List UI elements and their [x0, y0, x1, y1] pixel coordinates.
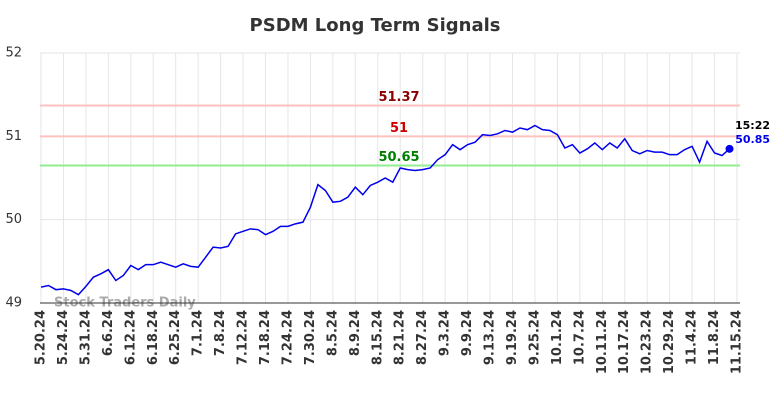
y-tick-label: 52	[5, 46, 22, 61]
chart-title: PSDM Long Term Signals	[250, 15, 501, 36]
x-tick-label: 5.24.24	[56, 310, 71, 365]
x-tick-label: 5.31.24	[78, 310, 93, 365]
x-tick-label: 8.21.24	[393, 310, 408, 365]
x-tick-label: 5.20.24	[34, 310, 49, 365]
x-tick-label: 8.15.24	[370, 310, 385, 365]
x-tick-label: 11.4.24	[685, 310, 700, 365]
x-tick-label: 10.23.24	[640, 310, 655, 374]
x-tick-label: 10.29.24	[662, 310, 677, 374]
x-tick-label: 7.1.24	[191, 310, 206, 356]
y-tick-label: 49	[5, 296, 22, 311]
x-tick-label: 7.18.24	[258, 310, 273, 365]
last-time-label: 15:22	[735, 119, 770, 132]
x-tick-label: 10.7.24	[572, 310, 587, 365]
signal-label: 51.37	[378, 90, 419, 105]
last-value-label: 50.85	[735, 133, 770, 146]
x-tick-label: 6.12.24	[123, 310, 138, 365]
y-tick-label: 51	[5, 129, 22, 144]
x-tick-label: 8.5.24	[325, 310, 340, 356]
signal-label: 50.65	[378, 150, 419, 165]
signal-label: 51	[390, 121, 408, 136]
price-line	[40, 124, 731, 296]
x-tick-label: 7.12.24	[236, 310, 251, 365]
x-tick-label: 9.13.24	[483, 310, 498, 365]
x-tick-label: 11.15.24	[730, 310, 745, 374]
x-tick-label: 8.27.24	[415, 310, 430, 365]
x-tick-label: 10.1.24	[550, 310, 565, 365]
x-tick-label: 7.24.24	[280, 310, 295, 365]
x-tick-label: 10.11.24	[595, 310, 610, 374]
last-point	[725, 144, 734, 153]
x-tick-label: 7.30.24	[303, 310, 318, 365]
x-tick-label: 6.18.24	[146, 310, 161, 365]
x-tick-label: 9.25.24	[527, 310, 542, 365]
y-tick-label: 50	[5, 212, 22, 227]
x-tick-label: 11.8.24	[707, 310, 722, 365]
x-tick-label: 8.9.24	[348, 310, 363, 356]
x-tick-label: 9.19.24	[505, 310, 520, 365]
x-tick-label: 6.25.24	[168, 310, 183, 365]
x-tick-label: 9.9.24	[460, 310, 475, 356]
x-tick-label: 10.17.24	[617, 310, 632, 374]
x-tick-label: 6.6.24	[101, 310, 116, 356]
x-tick-label: 7.8.24	[213, 310, 228, 356]
x-tick-label: 9.3.24	[438, 310, 453, 356]
